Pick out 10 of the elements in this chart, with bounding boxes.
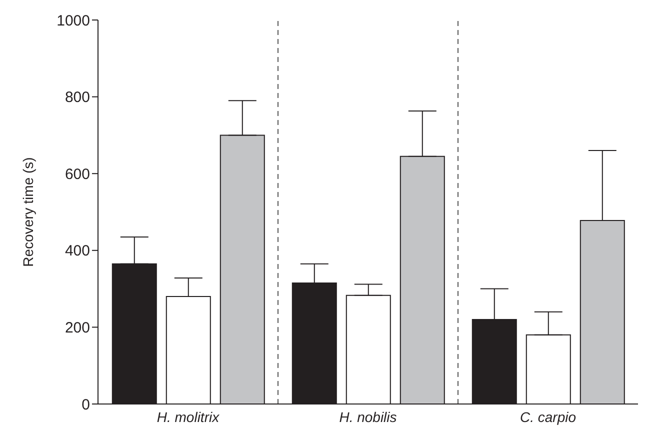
y-tick-label: 600	[64, 166, 90, 183]
x-tick-label: C. carpio	[520, 408, 576, 425]
x-tick-label: H. molitrix	[156, 408, 220, 425]
y-tick-label: 400	[64, 242, 90, 260]
x-tick-label: H. nobilis	[339, 408, 397, 425]
y-axis-title: Recovery time (s)	[20, 157, 36, 267]
y-tick-label: 200	[64, 320, 90, 337]
y-tick-label: 1000	[56, 12, 90, 30]
y-tick-label: 800	[64, 89, 90, 106]
y-tick-label: 0	[82, 396, 90, 414]
